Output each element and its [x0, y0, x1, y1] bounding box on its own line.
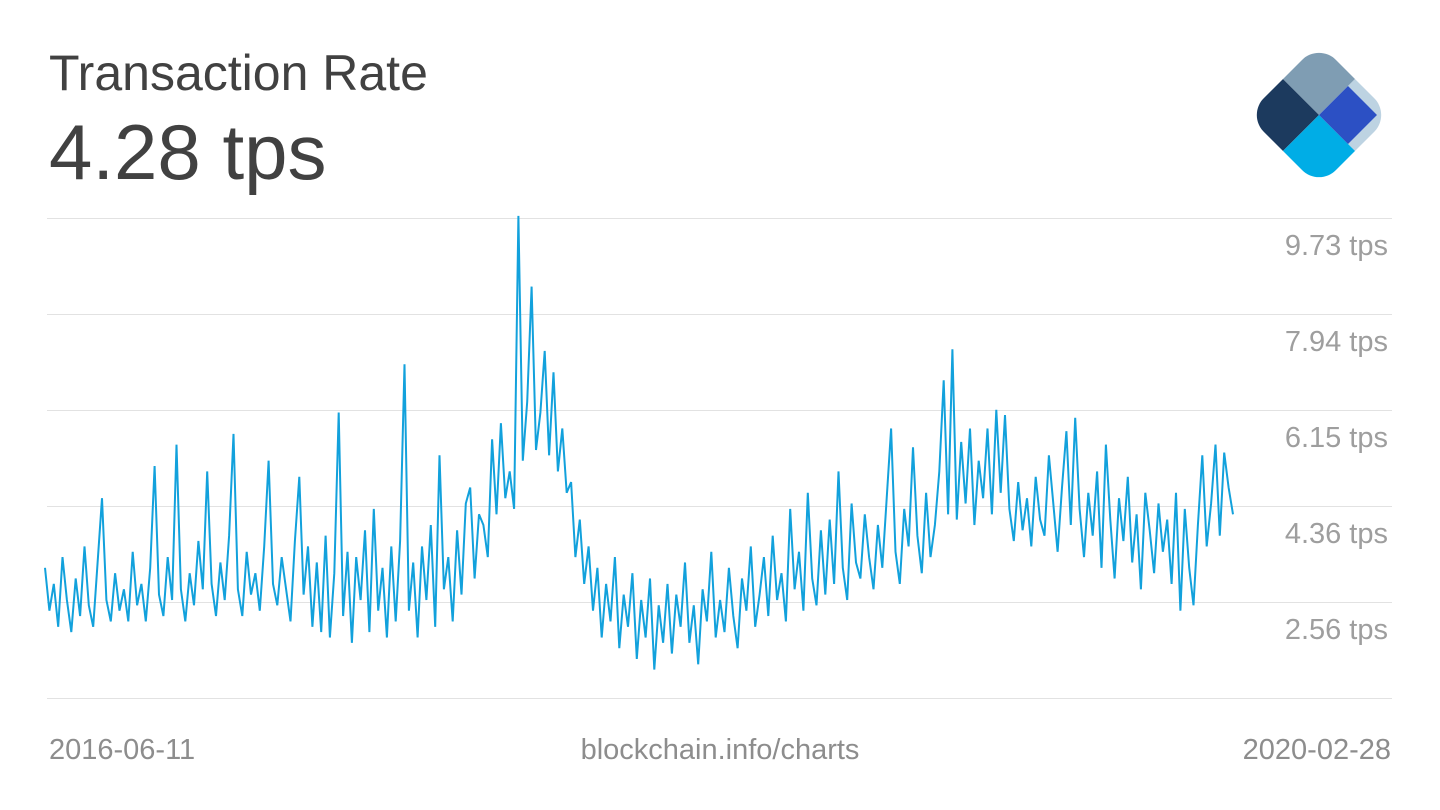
- y-axis-tick-label: 4.36 tps: [1284, 518, 1388, 550]
- chart-current-value: 4.28 tps: [49, 108, 327, 196]
- chart-title: Transaction Rate: [49, 45, 428, 101]
- gridline: [47, 410, 1392, 411]
- gridline: [47, 698, 1392, 699]
- x-axis-start-date: 2016-06-11: [49, 734, 196, 766]
- y-axis-tick-label: 6.15 tps: [1284, 422, 1388, 454]
- tps-line: [44, 215, 1234, 670]
- gridline: [47, 506, 1392, 507]
- chart-source-watermark: blockchain.info/charts: [580, 734, 860, 766]
- x-axis-end-date: 2020-02-28: [1242, 734, 1391, 766]
- y-axis-tick-label: 2.56 tps: [1284, 614, 1388, 646]
- gridline: [47, 314, 1392, 315]
- y-axis-tick-label: 9.73 tps: [1284, 230, 1388, 262]
- gridline: [47, 218, 1392, 219]
- y-axis-tick-label: 7.94 tps: [1284, 326, 1388, 358]
